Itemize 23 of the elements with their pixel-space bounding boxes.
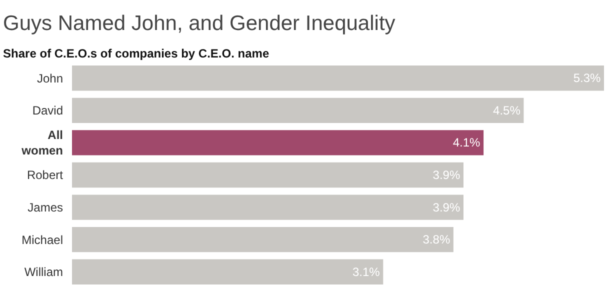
- y-tick-label: James: [28, 200, 63, 214]
- chart-subtitle: Share of C.E.O.s of companies by C.E.O. name: [3, 46, 270, 60]
- y-tick-label: David: [32, 104, 63, 118]
- data-label: 3.8%: [422, 232, 450, 247]
- bar: [72, 130, 484, 156]
- bar: [72, 226, 454, 252]
- chart-title: Guys Named John, and Gender Inequality: [3, 12, 396, 35]
- data-label: 3.9%: [432, 200, 460, 214]
- y-tick-label: Michael: [22, 232, 63, 247]
- data-label: 3.1%: [352, 264, 380, 279]
- data-label: 4.5%: [493, 103, 521, 118]
- bar: [72, 98, 524, 124]
- data-label: 3.9%: [432, 168, 460, 182]
- bar: [72, 194, 464, 220]
- bar: [72, 66, 604, 91]
- y-tick-label: All women: [20, 128, 63, 158]
- bar: [72, 259, 384, 284]
- y-tick-label: William: [24, 265, 63, 280]
- data-label: 5.3%: [573, 71, 601, 86]
- y-tick-label: John: [36, 71, 63, 86]
- data-label: 4.1%: [452, 136, 481, 150]
- y-tick-label: Robert: [26, 168, 64, 182]
- bar: [72, 162, 464, 188]
